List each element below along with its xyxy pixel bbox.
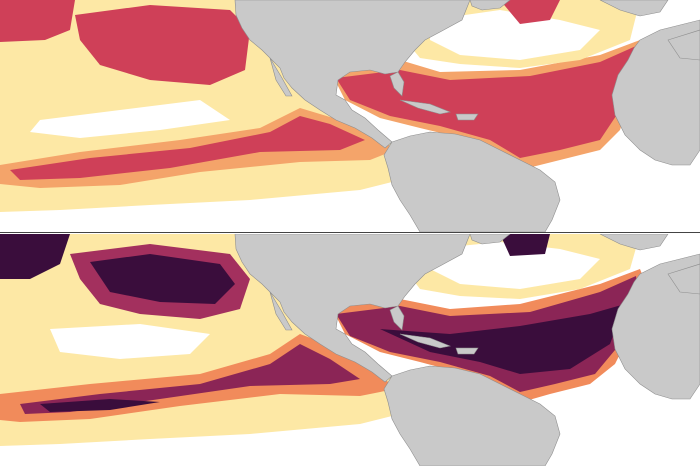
top-panel	[0, 0, 700, 232]
bottom-panel	[0, 234, 700, 466]
